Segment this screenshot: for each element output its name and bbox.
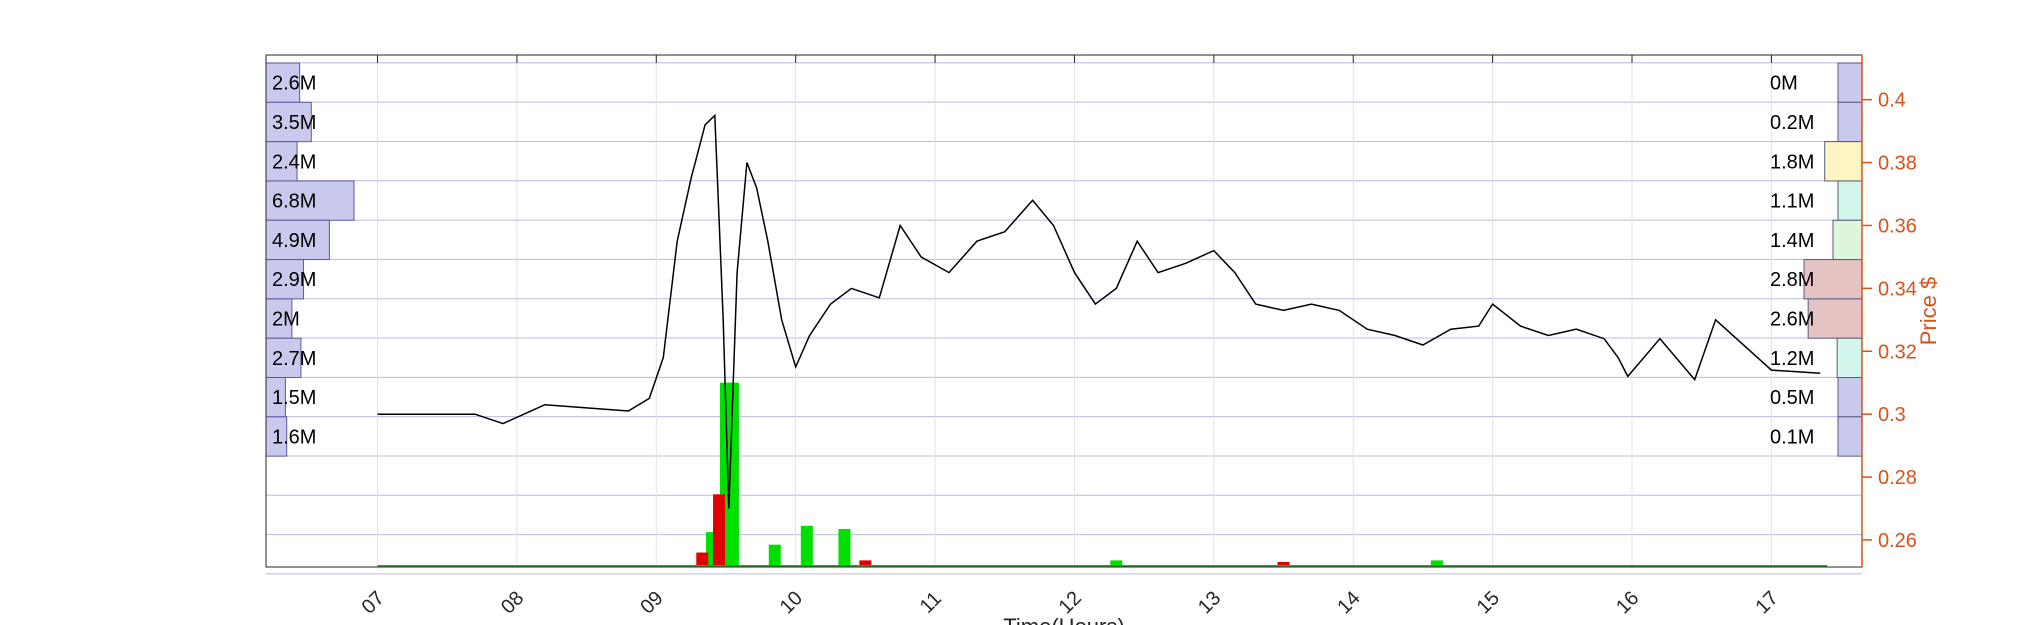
volume-bar-up xyxy=(1110,560,1123,567)
volume-profile-right-bar xyxy=(1837,101,1863,143)
volume-profile-left-label: 6.8M xyxy=(272,191,316,213)
volume-bar-up xyxy=(800,525,813,567)
x-tick-label: 07 xyxy=(358,587,389,618)
x-tick-label: 11 xyxy=(916,588,946,618)
volume-profile-left-label: 3.5M xyxy=(272,112,316,134)
y-axis-title: Price $ xyxy=(1916,277,1941,345)
volume-bar-down xyxy=(1277,561,1290,567)
x-tick-label: 14 xyxy=(1333,587,1364,618)
volume-profile-right-label: 0.5M xyxy=(1770,387,1814,409)
volume-profile-right-label: 1.4M xyxy=(1770,230,1814,252)
volume-profile-left-label: 2.9M xyxy=(272,269,316,291)
volume-profile-right-label: 1.1M xyxy=(1770,191,1814,213)
price-line xyxy=(377,113,1821,509)
x-tick-label: 08 xyxy=(497,587,528,618)
volume-profile-right-bar xyxy=(1837,62,1863,103)
volume-profile-right-label: 2.6M xyxy=(1770,309,1814,331)
x-tick-label: 15 xyxy=(1473,587,1504,618)
volume-bar-down xyxy=(859,560,872,567)
volume-bars xyxy=(377,382,1828,567)
volume-profile-left-label: 2.4M xyxy=(272,151,316,173)
volume-profile-left-label: 1.5M xyxy=(272,387,316,409)
volume-profile-right-bar xyxy=(1836,337,1863,379)
volume-bar-down xyxy=(696,552,709,567)
volume-profile-left-bar xyxy=(265,180,355,221)
volume-profile-right-label: 1.2M xyxy=(1770,348,1814,370)
volume-profile-left-bar xyxy=(265,141,298,182)
y-tick-label: 0.3 xyxy=(1878,404,1906,426)
volume-profile-right: 0M 0.2M 1.8M 1.1M 1.4M 2.8M 2.6M 1.2M 0.5M 0.1M xyxy=(1770,62,1863,457)
volume-profile-right-label: 0.2M xyxy=(1770,112,1814,134)
volume-profile-left-label: 1.6M xyxy=(272,426,316,448)
x-tick-label: 10 xyxy=(776,587,807,618)
vertical-gridlines xyxy=(377,55,1772,567)
volume-profile-right-bar xyxy=(1837,180,1863,221)
x-tick-label: 13 xyxy=(1194,587,1225,618)
volume-bar-up xyxy=(768,544,781,567)
volume-profile-right-bar xyxy=(1837,377,1863,418)
x-tick-label: 09 xyxy=(636,587,667,618)
horizontal-gridlines xyxy=(266,62,1862,575)
volume-profile-left-label: 2.6M xyxy=(272,73,316,95)
volume-profile-right-label: 0.1M xyxy=(1770,426,1814,448)
y-tick-label: 0.32 xyxy=(1878,341,1917,363)
x-tick-label: 17 xyxy=(1752,587,1783,618)
volume-profile-left: 2.6M 3.5M 2.4M 6.8M 4.9M 2.9M 2M 2.7M 1.5M 1.6M xyxy=(265,62,355,457)
volume-bar-up xyxy=(838,528,851,567)
price-series xyxy=(377,113,1821,509)
volume-profile-right-bar xyxy=(1803,259,1863,300)
y-tick-label: 0.36 xyxy=(1878,215,1917,237)
volume-profile-left-bar xyxy=(265,62,301,103)
volume-profile-left-label: 2M xyxy=(272,309,300,331)
volume-profile-right-bar xyxy=(1807,298,1863,339)
volume-profile-left-bar xyxy=(265,101,312,143)
volume-profile-right-label: 0M xyxy=(1770,73,1798,95)
y-tick-label: 0.34 xyxy=(1878,278,1917,300)
volume-bar-down xyxy=(713,494,726,567)
volume-bar-up xyxy=(726,382,739,567)
y-tick-label: 0.4 xyxy=(1878,90,1906,112)
volume-bar-up xyxy=(1430,560,1443,567)
y-tick-label: 0.38 xyxy=(1878,153,1917,175)
plot-background xyxy=(266,55,1862,567)
x-tick-label: 16 xyxy=(1612,587,1643,618)
volume-profile-left-label: 2.7M xyxy=(272,348,316,370)
x-axis-title: Time(Hours) xyxy=(1003,614,1124,625)
volume-profile-right-bar xyxy=(1824,141,1863,182)
volume-profile-right-label: 1.8M xyxy=(1770,151,1814,173)
volume-profile-right-label: 2.8M xyxy=(1770,269,1814,291)
y-tick-label: 0.28 xyxy=(1878,467,1917,489)
volume-profile-left-label: 4.9M xyxy=(272,230,316,252)
volume-profile-right-bar xyxy=(1832,219,1863,261)
y-tick-label: 0.26 xyxy=(1878,530,1917,552)
volume-profile-right-bar xyxy=(1837,416,1863,457)
y-axis-ticks: 0.26 0.28 0.3 0.32 0.34 0.36 0.38 0.4 xyxy=(1862,90,1917,552)
